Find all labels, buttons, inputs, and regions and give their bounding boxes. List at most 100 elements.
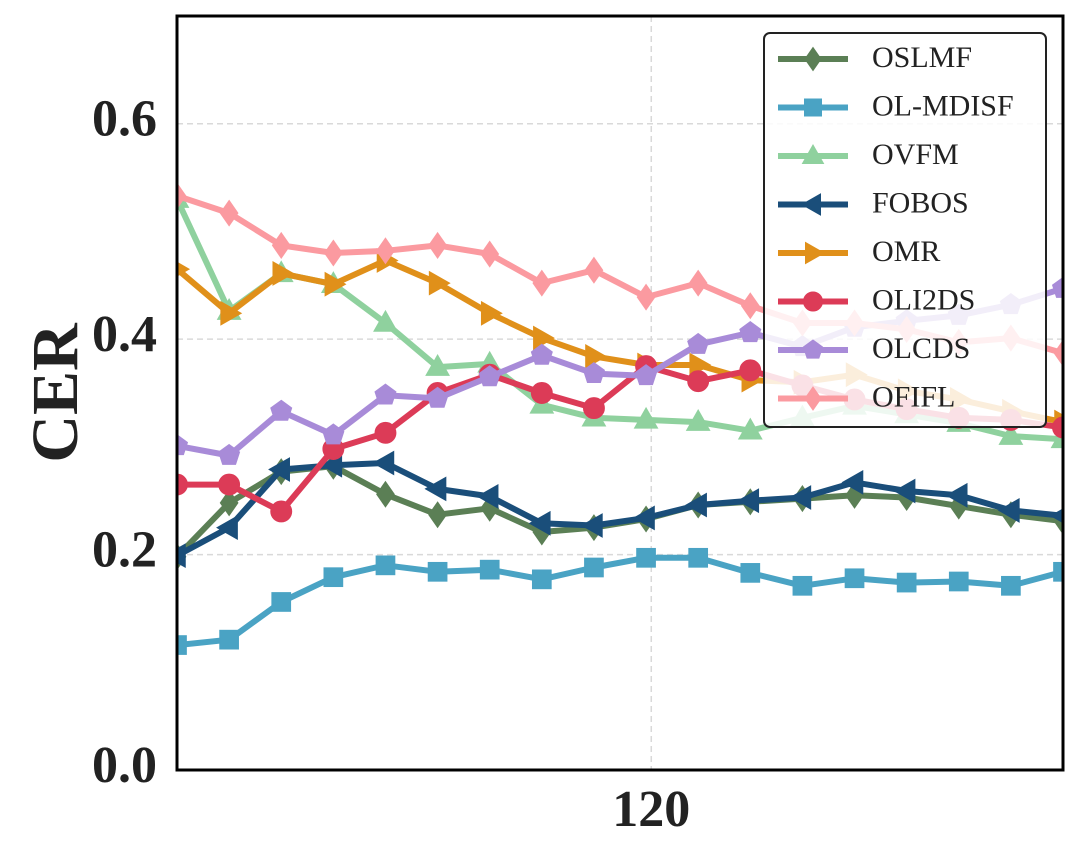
legend-marker	[803, 291, 823, 312]
data-point	[374, 421, 397, 444]
series-oslmf	[177, 452, 1063, 571]
data-point	[1051, 276, 1063, 298]
x-tick-label: 120	[612, 781, 690, 838]
data-point	[687, 370, 710, 393]
legend-marker	[800, 193, 821, 216]
data-point	[425, 354, 450, 376]
data-point	[220, 300, 243, 326]
y-tick-label: 0.4	[92, 306, 157, 363]
legend-item-olcds: OLCDS	[778, 332, 970, 365]
data-point	[844, 568, 865, 589]
data-point	[632, 505, 655, 531]
data-point	[376, 237, 395, 265]
data-point	[582, 361, 605, 384]
data-point	[739, 321, 762, 343]
data-point	[323, 239, 343, 267]
data-point	[324, 271, 347, 297]
data-point	[479, 559, 500, 580]
data-point	[948, 571, 969, 592]
data-point	[428, 231, 447, 259]
data-point	[373, 309, 398, 332]
legend-label: OLI2DS	[872, 283, 975, 316]
data-point	[216, 515, 238, 541]
legend-label: OL-MDISF	[872, 89, 1014, 122]
data-point	[633, 406, 659, 429]
data-point	[1053, 561, 1063, 582]
data-point	[219, 629, 239, 650]
data-point	[530, 343, 553, 365]
series-line	[177, 554, 1063, 649]
data-point	[687, 332, 710, 354]
data-point	[1053, 339, 1063, 367]
data-point	[219, 489, 239, 517]
legend-box	[763, 32, 1047, 428]
legend-label: FOBOS	[872, 186, 969, 219]
legend-label: OLCDS	[872, 332, 970, 365]
data-point	[685, 492, 707, 518]
data-point	[792, 575, 813, 596]
data-point	[426, 386, 449, 408]
data-point	[270, 399, 293, 421]
legend-marker	[805, 241, 826, 265]
data-point	[177, 543, 186, 569]
data-point	[688, 547, 709, 568]
data-point	[271, 592, 292, 612]
data-point	[219, 199, 239, 227]
data-point	[636, 283, 656, 311]
legend-label: OMR	[872, 235, 940, 268]
data-point	[998, 422, 1024, 445]
grid-lines	[177, 16, 1063, 770]
data-point	[841, 469, 864, 495]
legend-marker	[804, 386, 822, 411]
data-point	[322, 423, 345, 445]
legend-item-ol-mdisf: OL-MDISF	[778, 89, 1014, 122]
data-point	[740, 563, 761, 583]
data-point	[374, 383, 397, 405]
data-point	[424, 476, 447, 502]
legend-marker	[802, 339, 824, 359]
data-point	[272, 261, 295, 286]
data-point	[737, 488, 760, 514]
data-point	[584, 557, 604, 578]
data-point	[372, 450, 395, 476]
series-fobos	[177, 450, 1063, 569]
legend-marker	[801, 143, 825, 164]
data-point	[636, 547, 656, 568]
legend-label: OFIFL	[872, 380, 955, 413]
legend-marker	[804, 46, 822, 72]
legend-item-oli2ds: OLI2DS	[778, 283, 975, 316]
data-point	[688, 269, 708, 297]
legend: OSLMF OL-MDISF OVFM FOBOS OMR OLI2DS OLCDS OFIF…	[763, 32, 1047, 428]
data-point	[480, 240, 500, 268]
data-point	[476, 483, 499, 509]
data-point	[532, 269, 552, 297]
data-point	[218, 473, 241, 496]
data-point	[376, 480, 395, 508]
data-point	[533, 325, 555, 351]
y-tick-label: 0.2	[92, 522, 157, 579]
data-point	[323, 567, 344, 588]
data-point	[740, 292, 760, 320]
data-point	[580, 513, 603, 538]
data-point	[635, 364, 658, 386]
y-axis-ticks: 0.0 0.2 0.4 0.6	[92, 91, 157, 794]
data-point	[896, 572, 917, 593]
data-point	[739, 359, 762, 382]
data-point	[480, 300, 503, 326]
series-ol-mdisf	[177, 547, 1063, 655]
data-point	[584, 256, 604, 284]
data-point	[685, 408, 711, 431]
data-point	[268, 457, 290, 482]
data-point	[789, 485, 812, 510]
legend-item-oslmf: OSLMF	[778, 41, 972, 74]
data-point	[270, 500, 293, 523]
data-point	[945, 482, 968, 508]
data-point	[531, 569, 552, 590]
data-point	[427, 561, 448, 582]
legend-label: OSLMF	[872, 41, 972, 74]
data-point	[530, 382, 553, 404]
legend-item-ovfm: OVFM	[778, 138, 959, 171]
data-point	[428, 270, 451, 296]
data-point	[177, 635, 187, 655]
data-point	[1052, 416, 1063, 439]
